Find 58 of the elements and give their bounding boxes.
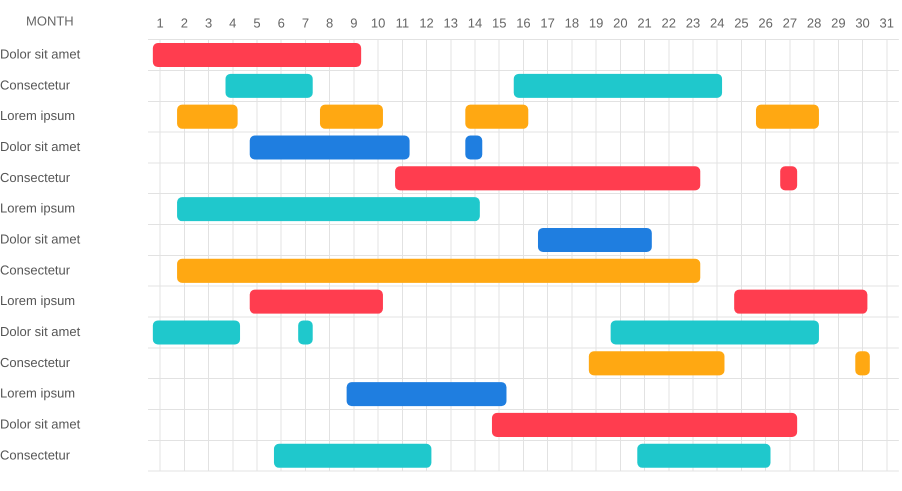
x-tick-label: 4 [229,15,236,30]
x-tick-label: 17 [540,15,555,30]
x-tick-label: 19 [588,15,604,30]
y-axis-title: MONTH [26,13,74,28]
x-tick-label: 9 [350,15,358,30]
bar [346,382,506,406]
bar [298,320,313,344]
x-tick-label: 23 [686,15,700,30]
y-tick-label: Dolor sit amet [0,139,81,154]
bar [250,290,383,314]
x-tick-label: 28 [806,15,822,30]
y-tick-label: Lorem ipsum [0,386,76,401]
x-tick-label: 30 [855,15,870,30]
x-tick-label: 7 [302,15,310,30]
x-tick-label: 29 [831,15,846,30]
y-tick-label: Lorem ipsum [0,200,76,216]
y-tick-label: Lorem ipsum [0,293,76,308]
x-tick-label: 24 [710,15,724,30]
x-tick-label: 25 [734,15,749,30]
bar [395,166,700,190]
x-tick-label: 1 [156,15,164,30]
y-tick-label: Consectetur [0,77,71,92]
y-tick-label: Lorem ipsum [0,108,76,124]
x-tick-label: 5 [253,15,261,30]
x-tick-label: 3 [204,15,212,30]
y-tick-label: Consectetur [0,262,71,278]
y-tick-label: Dolor sit amet [0,324,81,340]
x-tick-label: 15 [492,15,506,30]
x-tick-label: 11 [396,15,410,30]
bar [514,74,722,98]
x-tick-label: 6 [278,15,285,30]
x-tick-label: 21 [637,15,652,30]
y-tick-label: Consectetur [0,170,71,185]
x-tick-label: 14 [468,15,482,30]
y-tick-label: Dolor sit amet [0,46,81,62]
x-tick-label: 16 [516,15,531,30]
y-tick-label: Consectetur [0,354,71,370]
bar [637,444,771,468]
x-tick-label: 12 [419,15,434,30]
x-tick-label: 13 [444,15,458,30]
x-tick-label: 20 [613,15,628,30]
x-tick-label: 31 [880,15,894,30]
bar [250,135,410,160]
x-tick-label: 22 [662,15,676,30]
x-tick-label: 18 [564,15,580,30]
y-tick-label: Consectetur [0,447,71,462]
bar [538,228,652,252]
x-tick-label: 26 [758,15,773,30]
y-tick-label: Dolor sit amet [0,416,81,432]
bar [152,42,362,68]
x-tick-label: 2 [180,15,188,30]
bar [492,412,798,437]
y-tick-label: Dolor sit amet [0,232,81,247]
bar [756,104,819,129]
bar [465,135,482,160]
x-tick-label: 8 [326,15,334,30]
x-tick-label: 10 [370,15,386,30]
x-tick-label: 27 [782,15,798,30]
